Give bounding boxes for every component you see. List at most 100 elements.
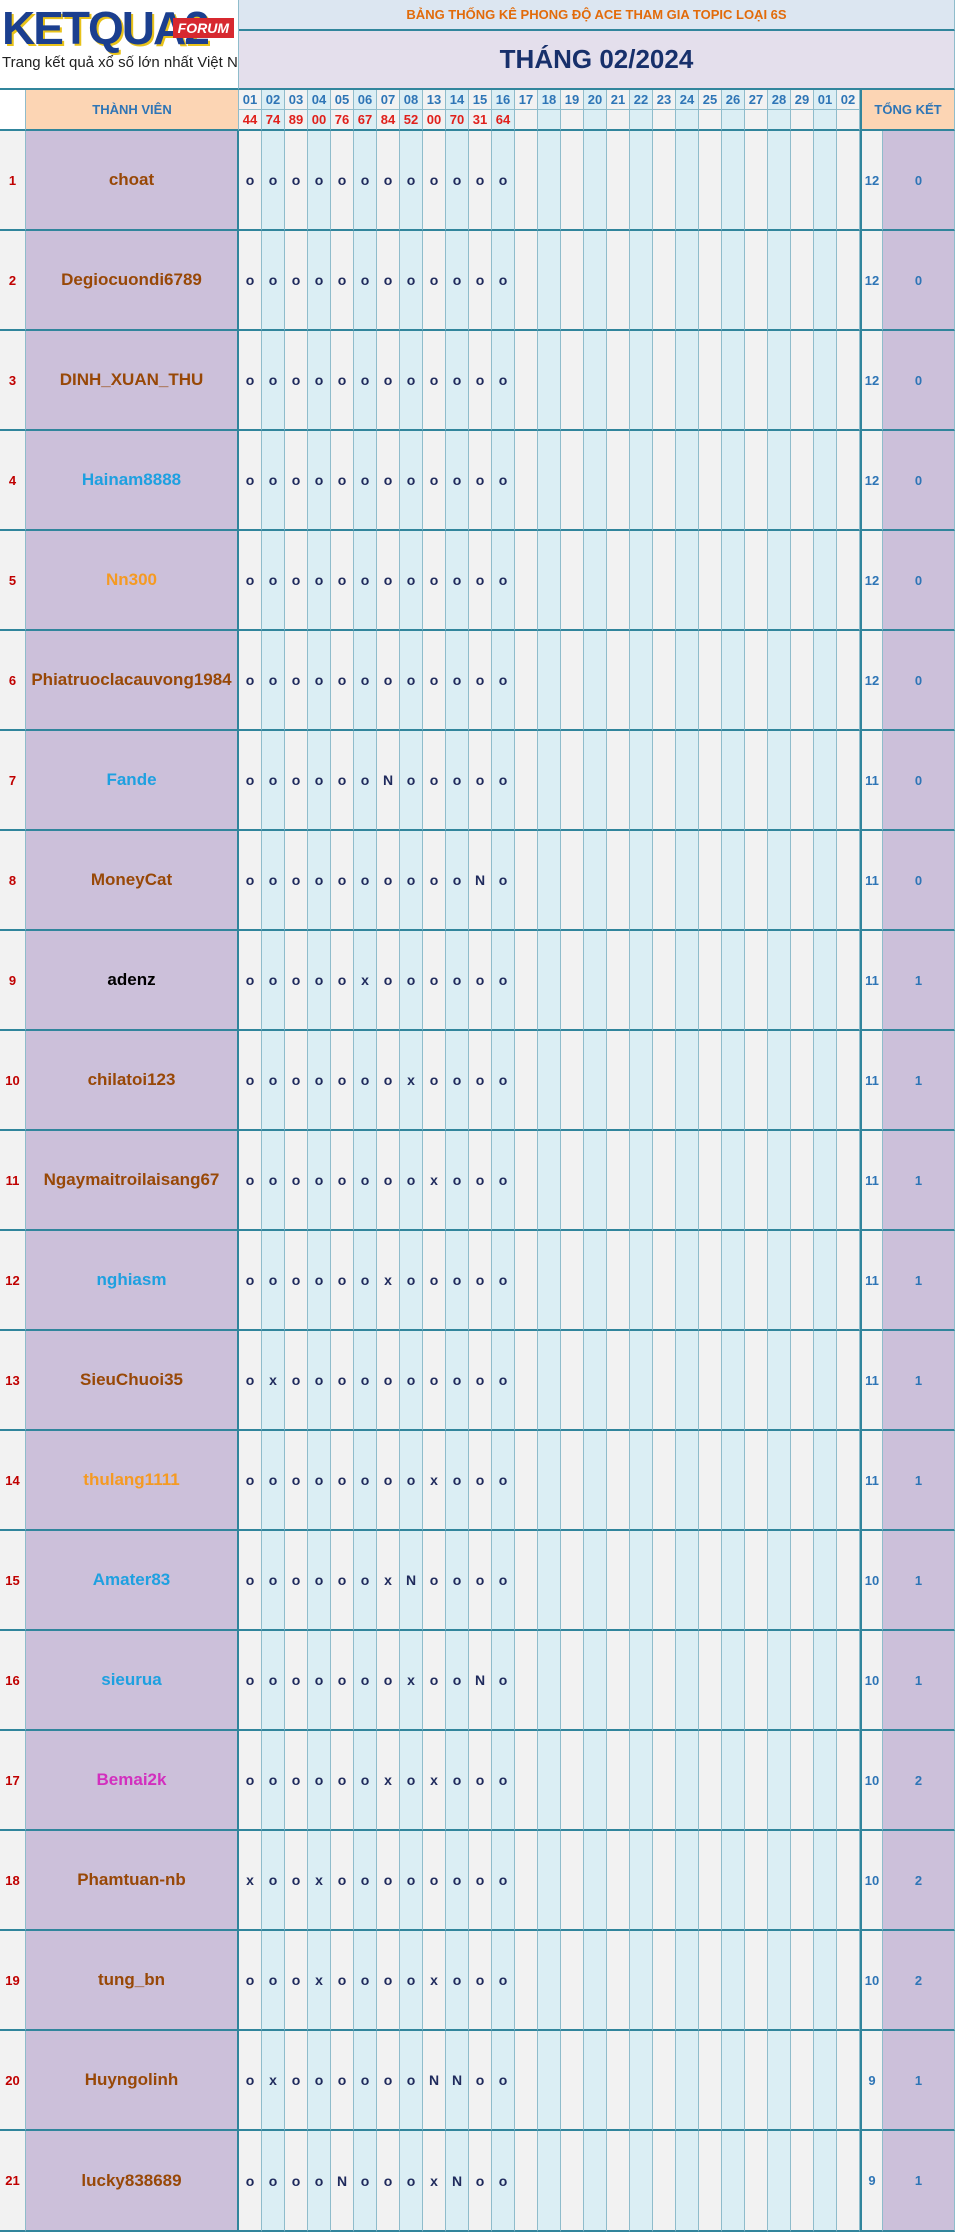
attendance-mark: o <box>262 1931 285 2031</box>
day-empty <box>653 331 676 431</box>
count: 9 <box>860 2031 883 2131</box>
day-empty <box>630 1331 653 1431</box>
attendance-mark: o <box>377 931 400 1031</box>
day-empty <box>515 1931 538 2031</box>
result-number: 44 <box>239 110 262 131</box>
day-empty <box>837 431 860 531</box>
member-name: adenz <box>26 931 239 1031</box>
day-empty <box>607 1331 630 1431</box>
day-header: 07 <box>377 90 400 110</box>
day-empty <box>515 1131 538 1231</box>
day-empty <box>676 1031 699 1131</box>
day-empty <box>561 331 584 431</box>
day-empty <box>814 2131 837 2232</box>
day-empty <box>837 1231 860 1331</box>
member-name: Nn300 <box>26 531 239 631</box>
attendance-mark: o <box>354 331 377 431</box>
attendance-mark: o <box>285 1631 308 1731</box>
day-empty <box>630 731 653 831</box>
day-header: 06 <box>354 90 377 110</box>
attendance-mark: o <box>262 1031 285 1131</box>
day-header: 04 <box>308 90 331 110</box>
day-empty <box>653 2031 676 2131</box>
day-empty <box>699 2131 722 2232</box>
day-empty <box>745 1031 768 1131</box>
day-empty <box>538 1731 561 1831</box>
total: 2 <box>883 1931 955 2031</box>
day-empty <box>630 1131 653 1231</box>
count: 11 <box>860 731 883 831</box>
rank: 9 <box>0 931 26 1031</box>
total-header: TỔNG KẾT <box>860 90 955 131</box>
count: 12 <box>860 131 883 231</box>
attendance-mark: o <box>308 1731 331 1831</box>
attendance-mark: o <box>354 1031 377 1131</box>
day-empty <box>745 231 768 331</box>
attendance-mark: o <box>285 331 308 431</box>
attendance-mark: o <box>239 1931 262 2031</box>
attendance-mark: o <box>262 531 285 631</box>
attendance-mark: x <box>354 931 377 1031</box>
attendance-mark: o <box>331 1431 354 1531</box>
day-empty <box>538 1331 561 1431</box>
day-empty <box>768 1031 791 1131</box>
day-empty <box>699 631 722 731</box>
attendance-mark: o <box>400 631 423 731</box>
day-empty <box>722 531 745 631</box>
attendance-mark: o <box>285 1731 308 1831</box>
day-empty <box>814 431 837 531</box>
day-empty <box>630 631 653 731</box>
day-empty <box>630 1931 653 2031</box>
day-empty <box>515 531 538 631</box>
day-empty <box>630 1431 653 1531</box>
count: 12 <box>860 431 883 531</box>
attendance-mark: x <box>423 2131 446 2232</box>
total: 1 <box>883 2131 955 2232</box>
day-empty <box>768 331 791 431</box>
day-empty <box>791 1131 814 1231</box>
attendance-mark: o <box>423 1231 446 1331</box>
day-empty <box>584 331 607 431</box>
result-empty <box>814 110 837 131</box>
result-empty <box>538 110 561 131</box>
day-empty <box>607 1631 630 1731</box>
day-empty <box>745 831 768 931</box>
result-number: 64 <box>492 110 515 131</box>
count: 12 <box>860 231 883 331</box>
day-empty <box>745 331 768 431</box>
day-header: 19 <box>561 90 584 110</box>
attendance-mark: o <box>354 1931 377 2031</box>
day-empty <box>584 2031 607 2131</box>
attendance-mark: o <box>400 2131 423 2232</box>
attendance-mark: o <box>331 1331 354 1431</box>
day-empty <box>699 1631 722 1731</box>
attendance-mark: o <box>285 931 308 1031</box>
member-name: lucky838689 <box>26 2131 239 2232</box>
attendance-mark: o <box>423 1631 446 1731</box>
day-header: 20 <box>584 90 607 110</box>
attendance-mark: o <box>308 331 331 431</box>
attendance-mark: o <box>308 631 331 731</box>
day-empty <box>515 1631 538 1731</box>
total: 1 <box>883 1131 955 1231</box>
day-empty <box>768 231 791 331</box>
rank: 4 <box>0 431 26 531</box>
day-empty <box>630 1231 653 1331</box>
day-empty <box>722 1231 745 1331</box>
day-empty <box>515 1331 538 1431</box>
day-empty <box>515 1831 538 1931</box>
attendance-mark: o <box>331 1831 354 1931</box>
attendance-mark: o <box>469 1531 492 1631</box>
day-empty <box>722 1631 745 1731</box>
day-empty <box>676 1231 699 1331</box>
day-empty <box>699 331 722 431</box>
day-empty <box>538 1131 561 1231</box>
day-empty <box>538 231 561 331</box>
day-empty <box>538 531 561 631</box>
day-empty <box>745 1631 768 1731</box>
total: 0 <box>883 331 955 431</box>
day-empty <box>837 331 860 431</box>
attendance-mark: o <box>492 631 515 731</box>
day-empty <box>722 2031 745 2131</box>
attendance-mark: o <box>446 1831 469 1931</box>
